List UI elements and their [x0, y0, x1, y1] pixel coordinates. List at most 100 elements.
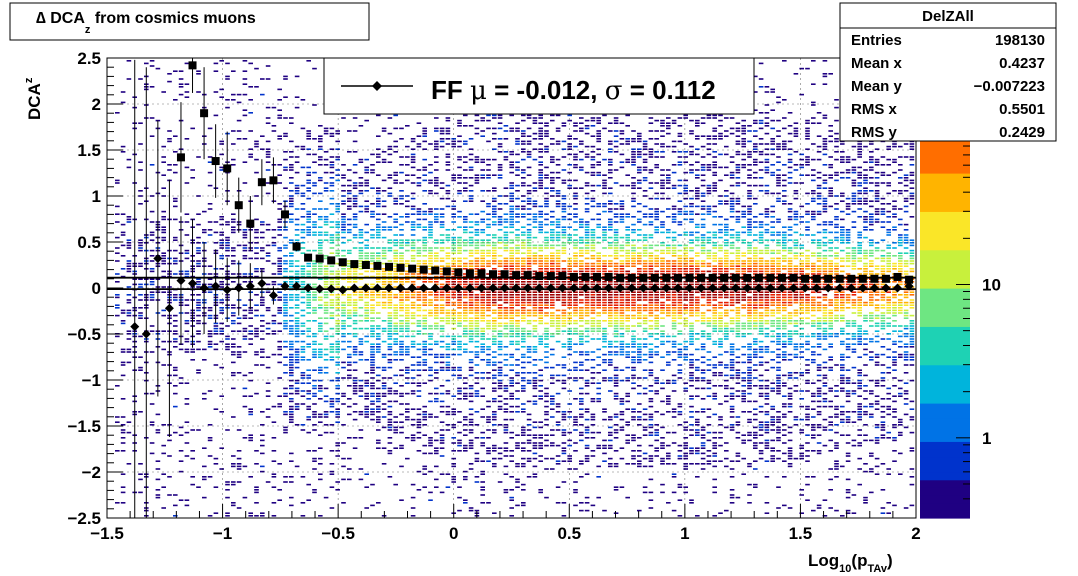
marker-square — [246, 219, 255, 228]
marker-square — [338, 258, 347, 267]
chart-title: ∆ DCAz from cosmics muons — [36, 10, 256, 36]
x-tick-label: 1 — [680, 524, 689, 543]
marker-square — [650, 273, 659, 282]
marker-diamond — [638, 283, 648, 293]
marker-square — [870, 274, 879, 283]
palette-cell — [920, 280, 970, 289]
marker-square — [905, 275, 914, 284]
marker-diamond — [245, 281, 255, 291]
palette-cell — [920, 257, 970, 266]
marker-diamond — [465, 283, 475, 293]
marker-square — [593, 272, 602, 281]
marker-diamond — [500, 283, 510, 293]
marker-square — [662, 273, 671, 282]
marker-diamond — [396, 283, 406, 293]
marker-diamond — [742, 283, 752, 293]
stats-name: DelZAll — [922, 8, 974, 25]
marker-square — [835, 274, 844, 283]
marker-square — [881, 274, 890, 283]
title-box — [9, 2, 370, 41]
palette-cell — [920, 403, 970, 412]
marker-diamond — [176, 276, 186, 286]
palette-cell — [920, 380, 970, 389]
marker-diamond — [615, 283, 625, 293]
marker-square — [639, 273, 648, 282]
marker-diamond — [326, 284, 336, 294]
marker-square — [500, 270, 509, 279]
marker-diamond — [754, 283, 764, 293]
marker-diamond — [211, 281, 221, 291]
marker-diamond — [476, 283, 486, 293]
y-tick-label: −1.5 — [67, 417, 101, 436]
marker-diamond — [835, 283, 845, 293]
marker-square — [442, 267, 451, 276]
marker-square — [292, 242, 301, 251]
palette-cell — [920, 426, 970, 435]
marker-diamond — [349, 283, 359, 293]
stats-row-value: 0.5501 — [999, 101, 1045, 118]
marker-square — [801, 274, 810, 283]
profile-markers — [130, 58, 914, 518]
palette-cell — [920, 495, 970, 504]
marker-square — [731, 273, 740, 282]
marker-square — [847, 274, 856, 283]
marker-diamond — [372, 283, 382, 293]
marker-square — [546, 272, 555, 281]
y-tick-label: 1.5 — [77, 141, 101, 160]
marker-square — [396, 263, 405, 272]
marker-diamond — [788, 283, 798, 293]
marker-square — [824, 274, 833, 283]
palette-cell — [920, 395, 970, 404]
marker-diamond — [188, 278, 198, 288]
marker-diamond — [684, 283, 694, 293]
palette-cell — [920, 150, 970, 159]
palette-cell — [920, 226, 970, 235]
y-tick-label: −0.5 — [67, 325, 101, 344]
marker-diamond — [511, 283, 521, 293]
marker-diamond — [812, 283, 822, 293]
marker-square — [673, 273, 682, 282]
marker-diamond — [708, 283, 718, 293]
grid — [107, 58, 916, 518]
marker-square — [211, 157, 220, 166]
marker-diamond — [846, 283, 856, 293]
marker-square — [743, 273, 752, 282]
marker-square — [812, 274, 821, 283]
palette-cell — [920, 418, 970, 427]
palette-cell — [920, 203, 970, 212]
marker-square — [512, 271, 521, 280]
x-tick-label: −1.5 — [90, 524, 124, 543]
palette-cell — [920, 364, 970, 373]
marker-diamond — [580, 283, 590, 293]
marker-diamond — [338, 285, 348, 295]
x-axis-title: Log10(pTAv) — [808, 551, 893, 575]
y-tick-label: 0.5 — [77, 233, 101, 252]
marker-diamond — [858, 283, 868, 293]
x-tick-label: 2 — [911, 524, 920, 543]
marker-square — [280, 210, 289, 219]
palette-cell — [920, 456, 970, 465]
palette-cell — [920, 372, 970, 381]
palette-cell — [920, 449, 970, 458]
y-axis: −2.5 −2 −1.5 −1 −0.5 0 0.5 1 1.5 2 2.5 — [67, 49, 123, 528]
marker-diamond — [141, 329, 151, 339]
palette-cell — [920, 180, 970, 189]
marker-diamond — [627, 283, 637, 293]
marker-diamond — [557, 283, 567, 293]
marker-diamond — [407, 283, 417, 293]
stats-rows: Entries 198130 Mean x 0.4237 Mean y −0.007223… — [851, 32, 1045, 141]
marker-diamond — [257, 278, 267, 288]
marker-square — [454, 268, 463, 277]
stats-row-value: 198130 — [995, 32, 1045, 49]
marker-square — [477, 269, 486, 278]
palette-cell — [920, 165, 970, 174]
marker-diamond — [673, 283, 683, 293]
palette-cell — [920, 196, 970, 205]
palette-cell — [920, 479, 970, 488]
stats-row-value: 0.2429 — [999, 124, 1045, 141]
marker-square — [720, 273, 729, 282]
marker-diamond — [153, 254, 163, 264]
marker-diamond — [904, 281, 914, 291]
marker-square — [304, 253, 313, 262]
